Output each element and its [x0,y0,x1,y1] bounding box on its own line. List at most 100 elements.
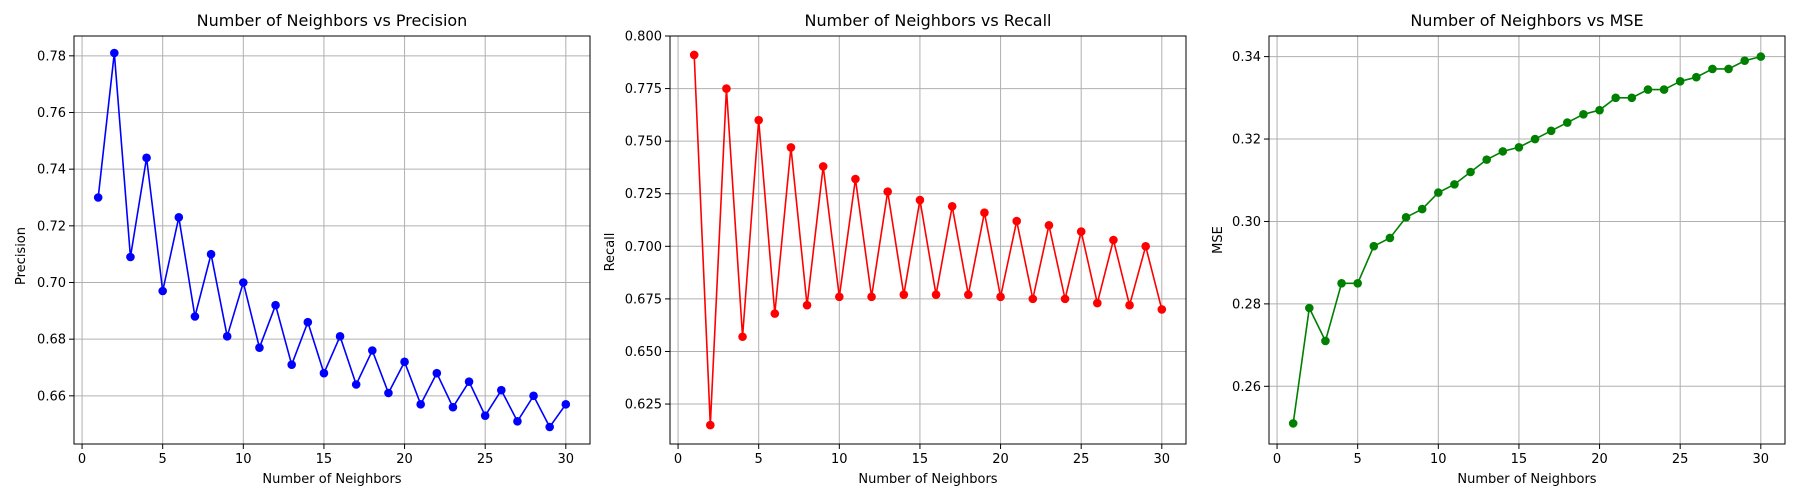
recall-x-tick-label: 0 [674,452,682,467]
mse-y-axis-label: MSE [1211,226,1226,254]
recall-data-point [722,84,731,93]
mse-data-point [1579,110,1588,119]
mse-data-point [1675,77,1685,86]
recall-x-tick-label: 10 [831,452,848,467]
recall-data-point [851,174,860,184]
precision-chart-title: Number of Neighbors vs Precision [197,11,468,30]
mse-series-line [1292,55,1762,424]
precision-plot-frame [73,35,591,445]
recall-y-tick-label: 0.700 [625,240,662,255]
mse-data-point [1288,419,1298,428]
recall-data-point [915,195,925,205]
precision-data-point [190,312,200,321]
recall-x-tick-label: 5 [755,452,763,467]
mse-plot-frame [1268,35,1786,445]
recall-data-point [996,292,1005,302]
mse-x-tick-label: 25 [1672,452,1689,467]
precision-grid [74,36,590,444]
recall-data-point [899,290,909,299]
precision-x-tick-label: 10 [235,452,252,467]
recall-data-point [802,300,812,310]
precision-x-tick-label: 25 [477,452,494,467]
precision-x-tick-label: 15 [316,452,333,467]
mse-data-point [1627,93,1637,103]
recall-x-tick-label: 25 [1073,452,1090,467]
mse-y-tick-label: 0.28 [1232,297,1261,312]
precision-data-point [400,357,409,367]
recall-y-axis-label: Recall [603,233,618,272]
mse-data-point [1482,155,1491,164]
precision-data-point [529,391,538,401]
precision-x-ticks: 0 5 10 15 20 25 30 [78,444,574,467]
precision-data-point [480,411,490,420]
mse-y-tick-label: 0.34 [1232,50,1261,65]
precision-y-tick-label: 0.68 [37,333,66,348]
recall-data-point [1076,227,1086,236]
recall-data-point [754,115,763,125]
mse-x-ticks: 0 5 10 15 20 25 30 [1273,444,1769,467]
mse-data-point [1369,241,1379,251]
recall-x-tick-label: 15 [912,452,929,467]
recall-data-point [1125,300,1134,310]
recall-data-point [738,332,747,342]
mse-y-ticks: 0.26 0.28 0.30 0.32 0.34 [1232,50,1269,395]
mse-data-point [1353,278,1362,288]
mse-data-point [1434,188,1443,197]
mse-x-tick-label: 10 [1430,452,1447,467]
precision-data-point [351,380,361,389]
recall-data-point [1044,220,1054,230]
recall-y-tick-label: 0.625 [625,398,662,413]
mse-data-point [1417,204,1427,214]
mse-x-tick-label: 15 [1511,452,1528,467]
precision-series-line [97,52,567,429]
precision-series [93,48,571,432]
recall-data-point [706,420,715,430]
precision-x-tick-label: 5 [159,452,167,467]
mse-data-point [1643,85,1653,94]
precision-data-point [255,343,264,352]
mse-data-point [1337,278,1346,288]
mse-x-tick-label: 0 [1273,452,1281,467]
recall-y-tick-label: 0.675 [625,292,662,307]
mse-y-tick-label: 0.26 [1232,380,1261,395]
mse-x-tick-label: 5 [1354,452,1362,467]
precision-data-point [384,388,393,398]
precision-y-ticks: 0.66 0.68 0.70 0.72 0.74 0.76 0.78 [37,49,74,404]
precision-y-tick-label: 0.72 [37,219,66,234]
recall-data-point [786,143,796,152]
recall-y-tick-label: 0.750 [625,135,662,150]
precision-y-tick-label: 0.74 [37,163,66,178]
mse-x-tick-label: 30 [1753,452,1770,467]
precision-panel: Number of Neighbors vs Precision Number … [14,11,591,487]
precision-data-point [497,385,506,395]
precision-x-tick-label: 20 [396,452,413,467]
recall-data-point [867,292,876,302]
mse-data-point [1724,64,1733,74]
precision-data-point [545,422,554,432]
recall-x-tick-label: 30 [1154,452,1171,467]
precision-data-point [319,368,329,378]
recall-data-point [1141,242,1150,251]
mse-data-point [1498,147,1508,156]
recall-data-point [883,187,892,196]
mse-x-tick-label: 20 [1591,452,1608,467]
mse-data-point [1563,118,1572,127]
recall-data-point [835,292,844,302]
recall-series [689,50,1167,430]
precision-data-point [335,332,345,341]
precision-data-point [126,252,135,262]
precision-data-point [158,286,167,296]
precision-x-tick-label: 30 [558,452,575,467]
recall-data-point [931,290,941,299]
recall-data-point [1093,298,1102,308]
recall-panel: Number of Neighbors vs Recall Number of … [603,11,1187,487]
mse-data-point [1466,167,1475,177]
mse-series [1288,52,1766,428]
recall-y-tick-label: 0.775 [625,82,662,97]
mse-data-point [1692,72,1701,82]
mse-y-tick-label: 0.32 [1232,133,1261,148]
recall-y-tick-label: 0.725 [625,187,662,202]
recall-data-point [964,290,973,299]
